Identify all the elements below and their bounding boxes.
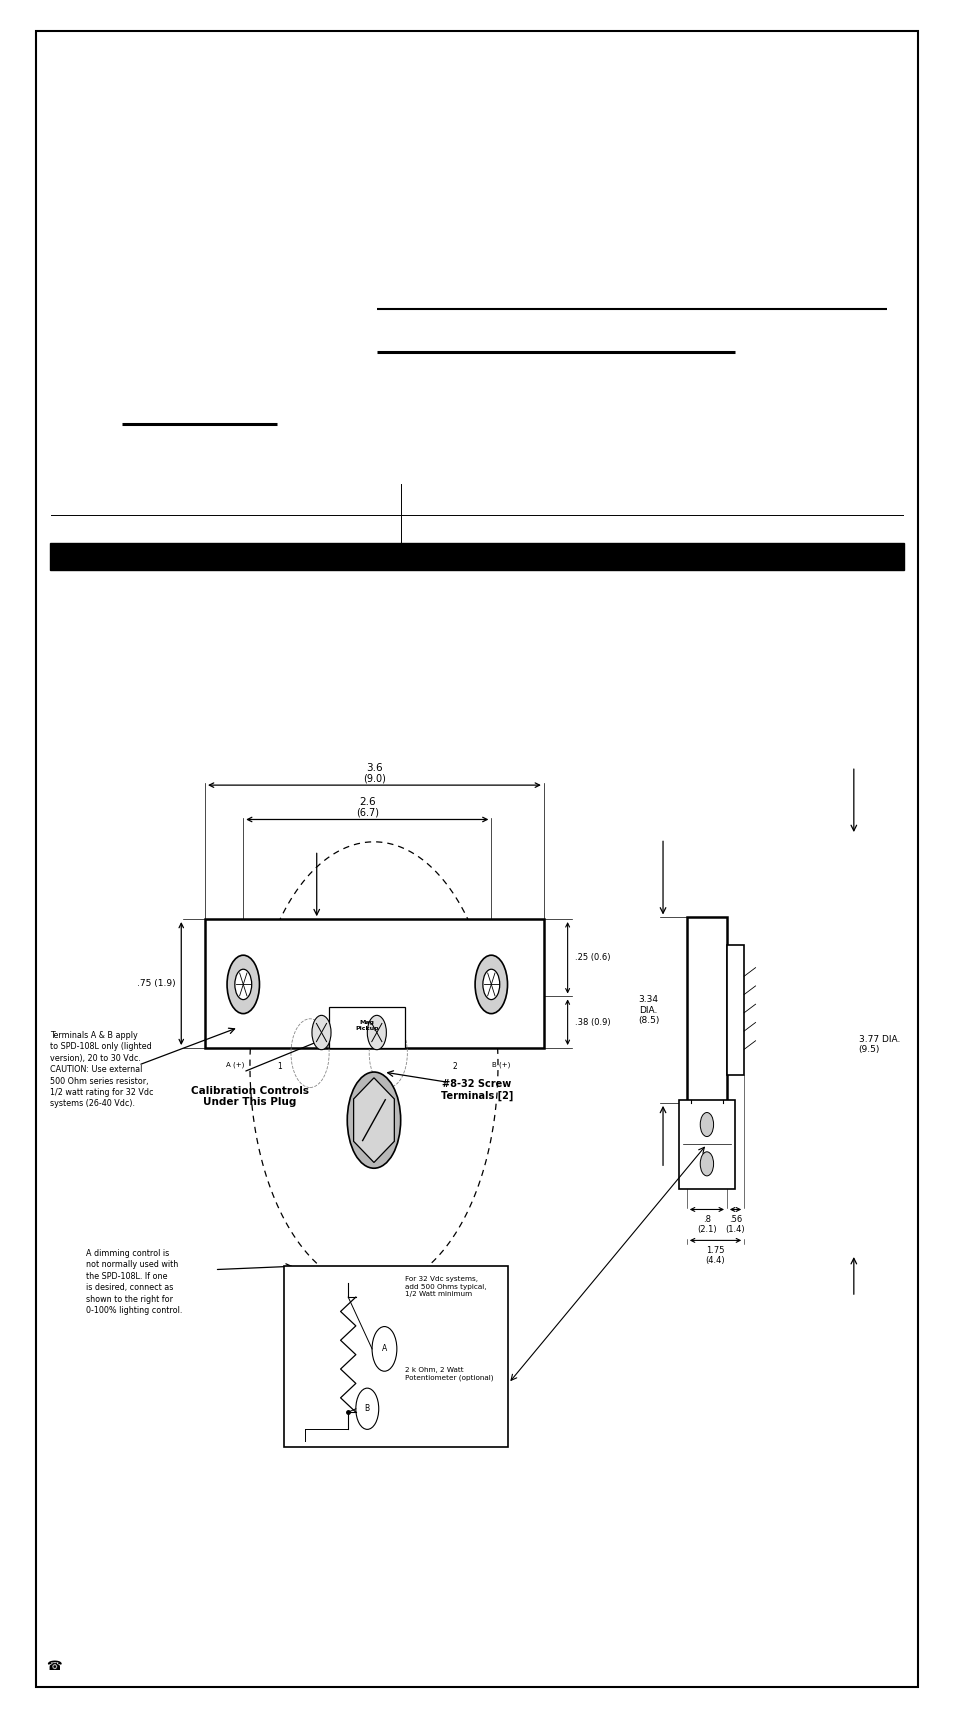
- Bar: [679, 1100, 734, 1189]
- Text: -: -: [303, 1424, 307, 1438]
- Text: 2.6: 2.6: [358, 797, 375, 807]
- Text: 1: 1: [277, 1062, 281, 1070]
- Bar: [50, 543, 903, 570]
- Circle shape: [700, 1113, 713, 1137]
- Bar: [205, 919, 543, 1048]
- Bar: [284, 1266, 508, 1447]
- Circle shape: [227, 955, 259, 1014]
- Text: 1.75
(4.4): 1.75 (4.4): [705, 1246, 724, 1264]
- Text: 100%: 100%: [314, 1282, 338, 1292]
- Text: 2 k Ohm, 2 Watt
Potentiometer (optional): 2 k Ohm, 2 Watt Potentiometer (optional): [405, 1368, 494, 1381]
- Text: B: B: [364, 1404, 370, 1414]
- Bar: [329, 1007, 405, 1048]
- Text: (9.0): (9.0): [363, 773, 385, 783]
- Polygon shape: [354, 1077, 394, 1163]
- Text: .75 (1.9): .75 (1.9): [137, 979, 175, 988]
- Text: A (+): A (+): [226, 1062, 245, 1069]
- Text: Terminals A & B apply
to SPD-108L only (lighted
version), 20 to 30 Vdc.
CAUTION:: Terminals A & B apply to SPD-108L only (…: [50, 1031, 152, 1108]
- Text: DC: DC: [286, 1352, 299, 1361]
- Circle shape: [700, 1151, 713, 1175]
- Text: Calibration Controls
Under This Plug: Calibration Controls Under This Plug: [191, 1086, 309, 1108]
- Bar: [686, 917, 726, 1103]
- Circle shape: [312, 1015, 331, 1050]
- Text: B (+): B (+): [491, 1062, 510, 1069]
- Circle shape: [347, 1072, 400, 1168]
- Text: 3.6: 3.6: [366, 763, 382, 773]
- Circle shape: [482, 969, 499, 1000]
- Text: .38 (0.9): .38 (0.9): [575, 1017, 610, 1027]
- Text: .56
(1.4): .56 (1.4): [725, 1215, 744, 1234]
- Text: #8-32 Screw
Terminals [2]: #8-32 Screw Terminals [2]: [440, 1079, 513, 1101]
- Text: 3.77 DIA.
(9.5): 3.77 DIA. (9.5): [858, 1034, 899, 1055]
- Text: .25 (0.6): .25 (0.6): [575, 953, 610, 962]
- Text: 3.34
DIA.
(8.5): 3.34 DIA. (8.5): [638, 995, 659, 1026]
- Text: (6.7): (6.7): [355, 807, 378, 818]
- Text: ☎: ☎: [47, 1660, 62, 1673]
- Circle shape: [372, 1326, 396, 1371]
- Text: A: A: [381, 1345, 387, 1354]
- Circle shape: [367, 1015, 386, 1050]
- Circle shape: [475, 955, 507, 1014]
- Text: For 32 Vdc systems,
add 500 Ohms typical,
1/2 Watt minimum: For 32 Vdc systems, add 500 Ohms typical…: [405, 1276, 486, 1297]
- Text: +: +: [300, 1275, 310, 1285]
- Text: Mag
Pickup: Mag Pickup: [355, 1020, 378, 1031]
- Bar: [726, 945, 743, 1075]
- Text: 0%: 0%: [314, 1417, 328, 1428]
- Text: A dimming control is
not normally used with
the SPD-108L. If one
is desired, con: A dimming control is not normally used w…: [86, 1249, 182, 1316]
- Text: .8
(2.1): .8 (2.1): [697, 1215, 716, 1234]
- Circle shape: [234, 969, 252, 1000]
- Text: 2: 2: [453, 1062, 456, 1070]
- Circle shape: [355, 1388, 378, 1429]
